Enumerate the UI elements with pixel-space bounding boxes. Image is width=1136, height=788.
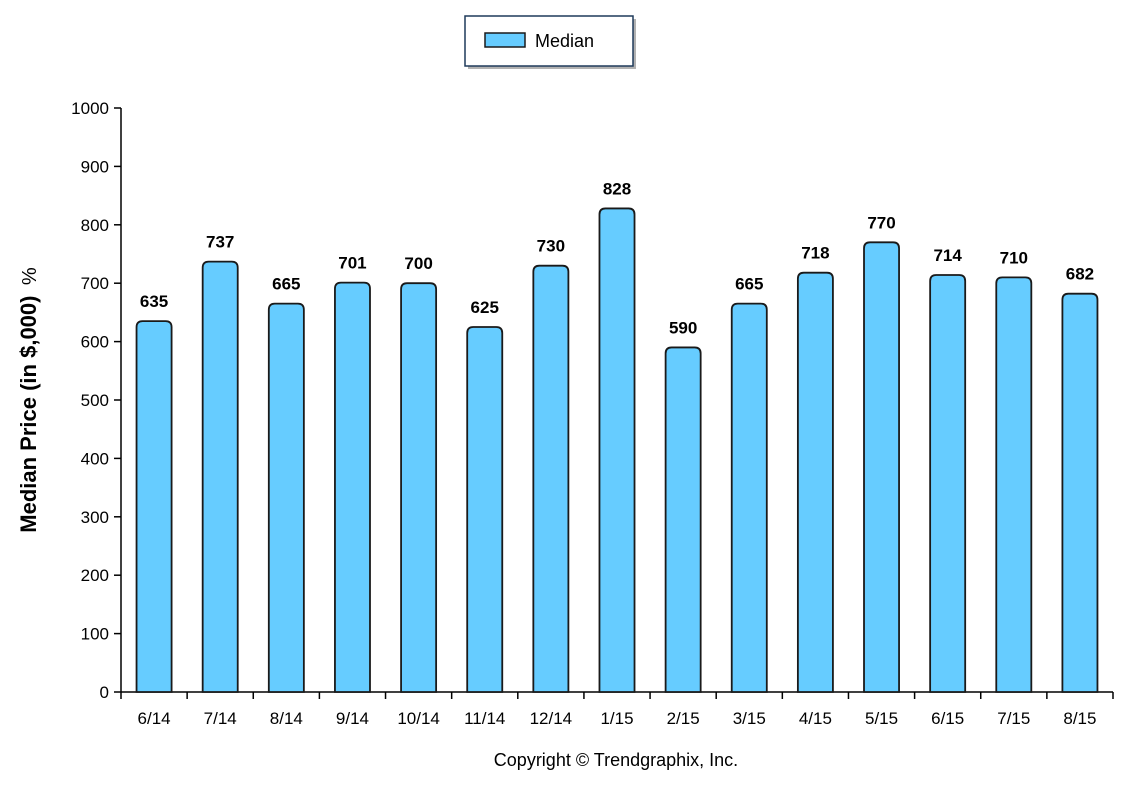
bar xyxy=(201,260,239,693)
bar xyxy=(995,276,1033,693)
bar xyxy=(796,271,834,693)
y-tick-label: 800 xyxy=(81,216,109,235)
x-tick-label: 11/14 xyxy=(464,709,505,728)
data-label: 828 xyxy=(603,179,631,198)
legend-label: Median xyxy=(535,31,594,51)
x-tick-label: 8/14 xyxy=(270,709,303,728)
x-tick-label: 1/15 xyxy=(600,709,633,728)
bar xyxy=(664,346,702,693)
x-tick-label: 6/15 xyxy=(931,709,964,728)
bar xyxy=(334,281,371,693)
x-tick-label: 3/15 xyxy=(733,709,766,728)
bar xyxy=(400,282,438,693)
copyright-text: Copyright © Trendgraphix, Inc. xyxy=(494,750,738,770)
x-tick-label: 5/15 xyxy=(865,709,898,728)
y-tick-label: 0 xyxy=(100,683,109,702)
bar xyxy=(466,326,504,693)
axes: 0 100 200 300 400 500 600 700 800 900 1000 6/14 7/14… xyxy=(71,99,1114,728)
data-label: 737 xyxy=(206,233,234,252)
data-label: 714 xyxy=(933,246,962,265)
x-tick-label: 8/15 xyxy=(1063,709,1096,728)
bar xyxy=(598,207,636,693)
x-tick-label: 6/14 xyxy=(138,709,171,728)
bars: 635 737 665 701 700 625 730 828 590 665 718 770 714 7… xyxy=(135,179,1099,693)
data-label: 700 xyxy=(404,254,432,273)
y-axis-title-group: Median Price (in $,000) % xyxy=(16,267,41,533)
x-tick-label: 4/15 xyxy=(799,709,832,728)
data-label: 701 xyxy=(338,254,366,273)
data-label: 730 xyxy=(537,237,565,256)
y-tick-label: 900 xyxy=(81,157,109,176)
x-tick-label: 9/14 xyxy=(336,709,369,728)
y-axis-title-suffix: % xyxy=(19,267,41,285)
y-axis-title: Median Price (in $,000) % xyxy=(16,267,41,533)
data-label: 665 xyxy=(272,275,300,294)
bar xyxy=(135,320,173,693)
data-label: 682 xyxy=(1066,265,1094,284)
x-tick-label: 10/14 xyxy=(397,709,440,728)
legend: Median xyxy=(464,15,636,69)
y-tick-label: 1000 xyxy=(71,99,109,118)
bar xyxy=(532,264,570,693)
data-label: 625 xyxy=(471,298,499,317)
y-tick-label: 600 xyxy=(81,333,109,352)
data-label: 665 xyxy=(735,275,763,294)
x-tick-label: 7/14 xyxy=(204,709,237,728)
x-tick-label: 12/14 xyxy=(530,709,573,728)
y-tick-label: 100 xyxy=(81,625,109,644)
bar xyxy=(929,274,967,693)
y-tick-label: 500 xyxy=(81,391,109,410)
y-tick-label: 200 xyxy=(81,566,109,585)
data-label: 770 xyxy=(867,213,895,232)
x-tick-label: 2/15 xyxy=(667,709,700,728)
bar xyxy=(1061,292,1099,693)
bar xyxy=(730,302,768,693)
legend-swatch xyxy=(484,32,526,48)
y-tick-label: 700 xyxy=(81,274,109,293)
y-tick-label: 400 xyxy=(81,449,109,468)
y-axis-title-text: Median Price (in $,000) xyxy=(16,296,41,533)
data-label: 718 xyxy=(801,244,829,263)
data-label: 635 xyxy=(140,292,168,311)
bar xyxy=(267,302,305,693)
data-label: 710 xyxy=(1000,248,1028,267)
bar xyxy=(863,241,900,693)
x-tick-label: 7/15 xyxy=(997,709,1030,728)
y-tick-label: 300 xyxy=(81,508,109,527)
data-label: 590 xyxy=(669,318,697,337)
